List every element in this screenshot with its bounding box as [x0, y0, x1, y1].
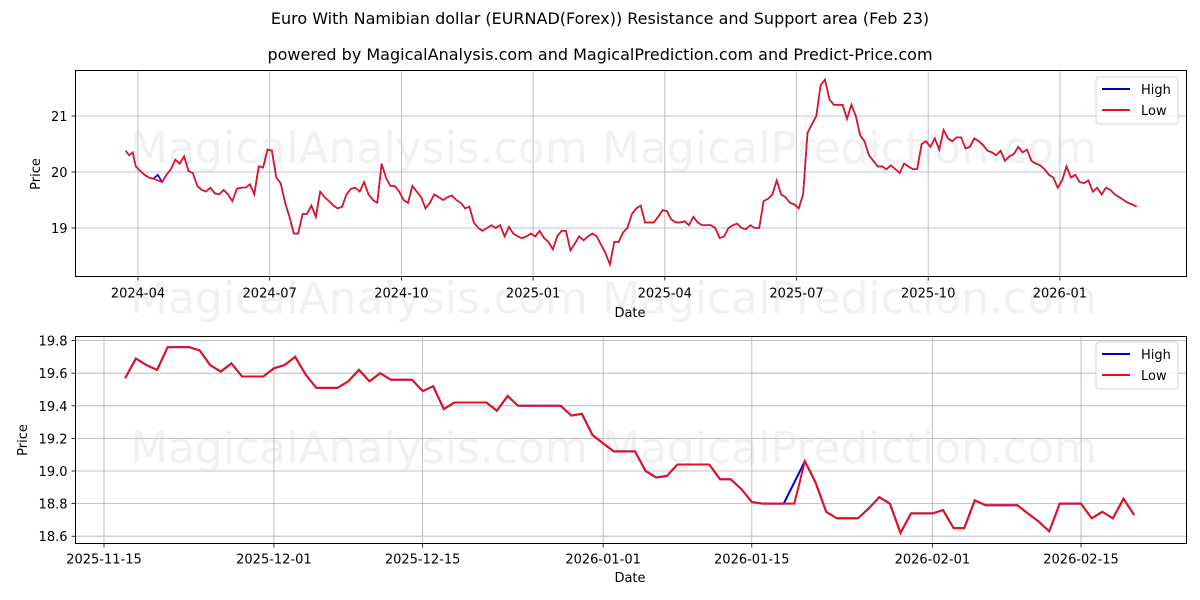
bottom-axis-ticks: 2025-11-15 2025-12-01 2025-12-15 2026-01-01…	[39, 335, 1119, 568]
svg-text:2026-02-15: 2026-02-15	[1043, 553, 1119, 568]
svg-text:2026-01-15: 2026-01-15	[714, 553, 790, 568]
svg-text:20: 20	[51, 166, 68, 181]
legend-high-label: High	[1141, 83, 1171, 98]
bottom-low-line	[124, 346, 1135, 536]
svg-text:2025-12-15: 2025-12-15	[385, 553, 461, 568]
top-grid	[75, 70, 1187, 277]
top-legend: High Low	[1095, 76, 1179, 125]
chart-title: Euro With Namibian dollar (EURNAD(Forex)…	[270, 9, 930, 28]
svg-text:18.8: 18.8	[39, 498, 68, 513]
svg-text:19.2: 19.2	[39, 432, 68, 447]
svg-text:2026-02-01: 2026-02-01	[895, 553, 971, 568]
top-x-axis-label: Date	[614, 306, 645, 321]
watermark-analysis-top: MagicalAnalysis.com	[130, 123, 588, 174]
svg-text:2025-12-01: 2025-12-01	[236, 553, 312, 568]
top-plot-frame	[75, 70, 1187, 277]
svg-text:21: 21	[51, 110, 68, 125]
svg-text:19.6: 19.6	[39, 367, 68, 382]
bottom-x-axis-label: Date	[614, 571, 645, 586]
legend-low-label: Low	[1141, 369, 1167, 384]
svg-text:19.4: 19.4	[39, 400, 68, 415]
svg-text:18.6: 18.6	[39, 530, 68, 545]
svg-text:2025-01: 2025-01	[506, 287, 560, 302]
svg-text:2025-07: 2025-07	[769, 287, 823, 302]
svg-text:2026-01-01: 2026-01-01	[565, 553, 641, 568]
bottom-grid	[75, 336, 1187, 544]
legend-low-label: Low	[1141, 104, 1167, 119]
svg-text:2024-04: 2024-04	[111, 287, 165, 302]
watermark-analysis-mid: MagicalAnalysis.com	[130, 273, 588, 324]
svg-text:2025-11-15: 2025-11-15	[66, 553, 142, 568]
top-axis-ticks: 2024-04 2024-07 2024-10 2025-01 2025-04 2025-…	[51, 110, 1087, 302]
svg-text:2025-10: 2025-10	[901, 287, 955, 302]
top-y-axis-label: Price	[29, 158, 44, 190]
top-chart: MagicalAnalysis.com MagicalPrediction.co…	[29, 70, 1187, 324]
legend-high-label: High	[1141, 348, 1171, 363]
svg-text:2024-07: 2024-07	[243, 287, 297, 302]
watermark-analysis-bottom: MagicalAnalysis.com	[130, 423, 588, 474]
bottom-legend: High Low	[1095, 341, 1179, 390]
watermark-prediction-top: MagicalPrediction.com	[602, 123, 1097, 174]
watermark-prediction-mid: MagicalPrediction.com	[602, 273, 1097, 324]
chart-subtitle: powered by MagicalAnalysis.com and Magic…	[267, 45, 933, 64]
svg-text:19.0: 19.0	[39, 465, 68, 480]
svg-text:2024-10: 2024-10	[374, 287, 428, 302]
svg-text:19: 19	[51, 222, 68, 237]
svg-text:19.8: 19.8	[39, 335, 68, 350]
svg-text:2025-04: 2025-04	[638, 287, 692, 302]
svg-text:2026-01: 2026-01	[1033, 287, 1087, 302]
bottom-plot-frame	[75, 336, 1187, 544]
top-low-line	[125, 77, 1138, 268]
bottom-y-axis-label: Price	[16, 424, 31, 456]
bottom-chart: MagicalAnalysis.com MagicalPrediction.co…	[16, 335, 1187, 586]
